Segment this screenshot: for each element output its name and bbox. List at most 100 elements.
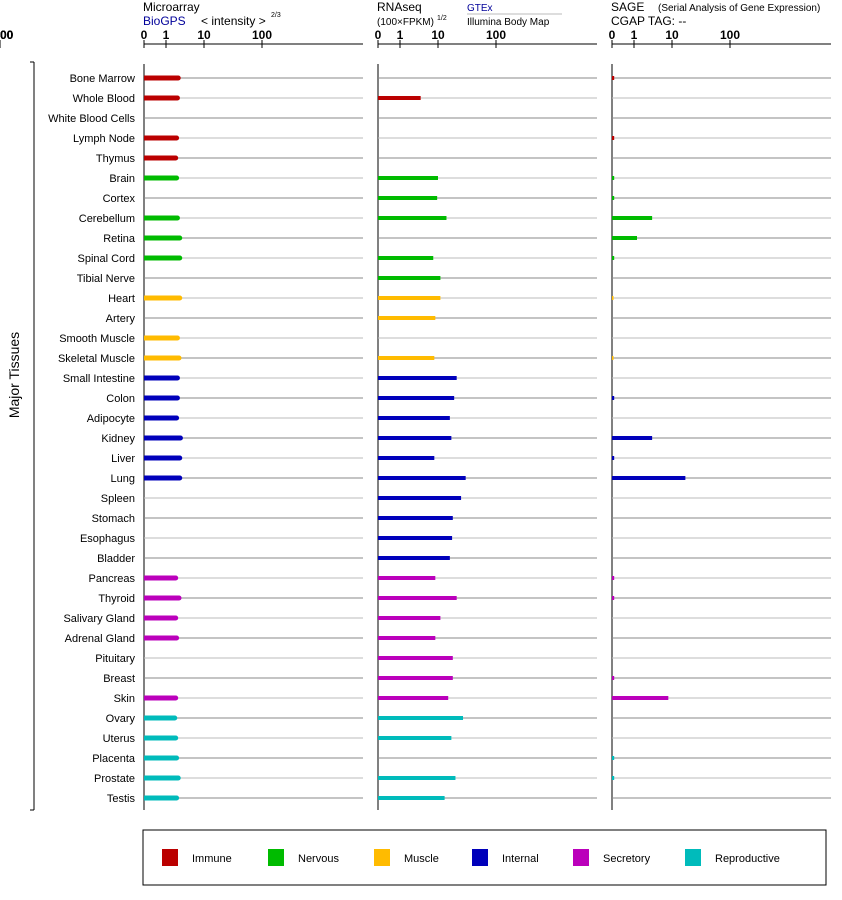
microarray-bar-cap — [177, 456, 182, 461]
microarray-bar — [144, 96, 177, 101]
microarray-bar — [144, 796, 177, 801]
biogps-link[interactable]: BioGPS — [143, 14, 186, 28]
rnaseq-bar — [378, 436, 451, 440]
microarray-bar-cap — [173, 576, 178, 581]
microarray-unit: < intensity > — [201, 14, 266, 28]
sage-bar — [612, 436, 652, 440]
microarray-bar-cap — [174, 796, 179, 801]
illumina-label: Illumina Body Map — [467, 17, 550, 28]
rnaseq-tick-label: 1 — [397, 28, 404, 42]
rnaseq-bar — [378, 356, 434, 360]
microarray-bar — [144, 76, 178, 81]
rnaseq-bar — [378, 396, 454, 400]
microarray-tick-label: 10 — [197, 28, 211, 42]
legend-swatch-immune — [162, 849, 178, 866]
rnaseq-bar — [378, 556, 450, 560]
gtex-link[interactable]: GTEx — [467, 3, 493, 14]
microarray-bar-cap — [176, 76, 181, 81]
tissue-label: Colon — [106, 393, 135, 405]
rnaseq-bar — [378, 476, 466, 480]
microarray-bar — [144, 596, 179, 601]
tissue-label: Liver — [111, 453, 135, 465]
sage-bar — [612, 296, 614, 300]
tissue-label: Skeletal Muscle — [58, 353, 135, 365]
legend-swatch-internal — [472, 849, 488, 866]
tissue-label: Small Intestine — [63, 373, 135, 385]
tissue-label: Ovary — [106, 713, 136, 725]
legend-label-muscle: Muscle — [404, 853, 439, 865]
tissue-label: Adrenal Gland — [65, 633, 135, 645]
tissue-label: Pancreas — [89, 573, 136, 585]
sage-bar — [612, 356, 614, 360]
sage-bar — [612, 256, 614, 260]
rnaseq-bar — [378, 176, 438, 180]
microarray-bar-cap — [175, 396, 180, 401]
sage-bar — [612, 396, 614, 400]
microarray-bar-cap — [177, 356, 182, 361]
sage-bar — [612, 676, 614, 680]
rnaseq-bar — [378, 256, 433, 260]
microarray-bar — [144, 156, 176, 161]
microarray-bar — [144, 716, 175, 721]
sage-bar — [612, 216, 652, 220]
microarray-tick-label: 1 — [163, 28, 170, 42]
rnaseq-bar — [378, 276, 440, 280]
microarray-bar — [144, 136, 177, 141]
tissue-label: Lymph Node — [73, 133, 135, 145]
cgap-tag: CGAP TAG: -- — [611, 14, 686, 28]
microarray-bar-cap — [175, 216, 180, 221]
sage-bar — [612, 696, 668, 700]
microarray-bar — [144, 296, 180, 301]
microarray-bar — [144, 696, 176, 701]
microarray-bar — [144, 616, 176, 621]
microarray-bar-cap — [175, 336, 180, 341]
microarray-bar — [144, 436, 180, 441]
sage-tick-label: 0 — [609, 28, 616, 42]
sage-bar — [612, 196, 614, 200]
sage-bar — [612, 456, 614, 460]
microarray-bar-cap — [175, 96, 180, 101]
tissue-label: Bone Marrow — [70, 73, 135, 85]
tissue-label: Spleen — [101, 493, 135, 505]
rnaseq-bar — [378, 736, 451, 740]
microarray-bar-cap — [177, 596, 182, 601]
tissue-label: Pituitary — [95, 653, 135, 665]
sage-bar — [612, 596, 614, 600]
rnaseq-bar — [378, 516, 453, 520]
rnaseq-bar — [378, 616, 440, 620]
microarray-bar-cap — [177, 256, 182, 261]
microarray-bar — [144, 336, 177, 341]
rnaseq-bar — [378, 296, 440, 300]
microarray-bar-cap — [177, 476, 182, 481]
tissue-label: Retina — [103, 233, 136, 245]
legend-label-nervous: Nervous — [298, 853, 339, 865]
microarray-bar-cap — [177, 236, 182, 241]
rnaseq-bar — [378, 656, 453, 660]
sage-title: SAGE — [611, 0, 644, 14]
microarray-bar-cap — [174, 176, 179, 181]
tissue-label: Spinal Cord — [78, 253, 135, 265]
rnaseq-bar — [378, 496, 461, 500]
sage-tick-label: 10 — [665, 28, 679, 42]
sage-bar — [612, 136, 614, 140]
microarray-bar — [144, 376, 177, 381]
legend-swatch-nervous — [268, 849, 284, 866]
rnaseq-bar — [378, 456, 434, 460]
microarray-bar — [144, 256, 180, 261]
tissue-label: Cortex — [103, 193, 136, 205]
rnaseq-bar — [378, 796, 445, 800]
legend-swatch-secretory — [573, 849, 589, 866]
microarray-bar — [144, 476, 180, 481]
microarray-bar — [144, 736, 176, 741]
tissue-label: Tibial Nerve — [77, 273, 135, 285]
rnaseq-bar — [378, 776, 455, 780]
microarray-tick-label: 100 — [252, 28, 272, 42]
rnaseq-bar — [378, 316, 435, 320]
tissue-label: Salivary Gland — [63, 613, 135, 625]
tissue-label: Smooth Muscle — [59, 333, 135, 345]
microarray-bar — [144, 456, 180, 461]
rnaseq-bar — [378, 676, 453, 680]
rnaseq-title: RNAseq — [377, 0, 422, 14]
